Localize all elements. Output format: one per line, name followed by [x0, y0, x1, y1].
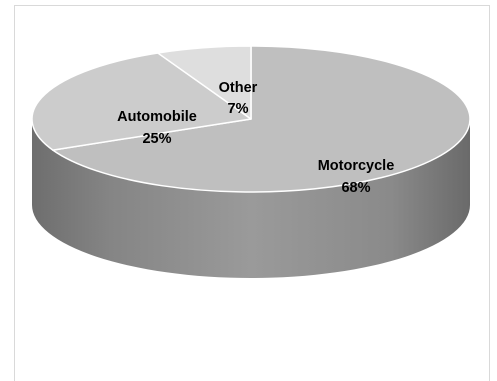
pie-slice-automobile	[31, 52, 252, 151]
slice-label-other-value: 7%	[228, 101, 249, 117]
pie-side-wall	[32, 119, 470, 278]
pie-slice-other	[157, 45, 252, 120]
slice-label-other-name: Other	[219, 80, 258, 96]
pie-data-labels: Motorcycle 68% Automobile 25% Other 7%	[117, 80, 394, 196]
pie-top-face	[31, 45, 471, 193]
slice-label-motorcycle-value: 68%	[341, 180, 370, 196]
slice-label-automobile-value: 25%	[142, 131, 171, 147]
pie-side-motorcycle	[32, 119, 470, 278]
pie-slice-motorcycle	[52, 45, 471, 193]
slice-label-motorcycle-name: Motorcycle	[318, 158, 395, 174]
slice-label-automobile-name: Automobile	[117, 109, 197, 125]
